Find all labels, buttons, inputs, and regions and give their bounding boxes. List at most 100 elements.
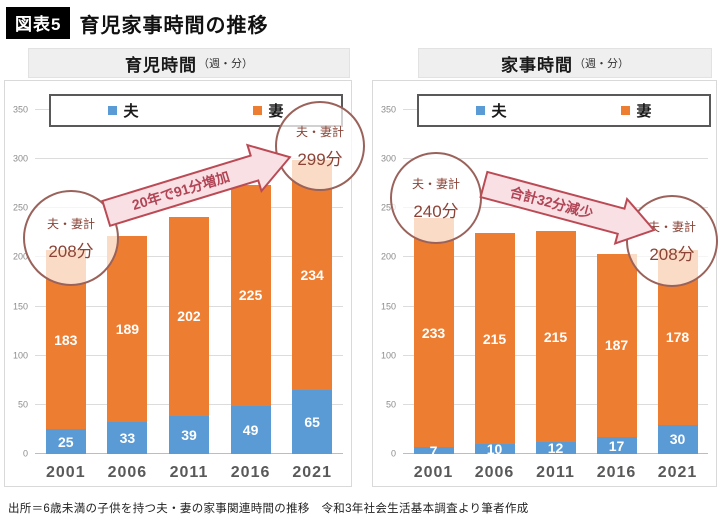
legend-wife-label: 妻 — [268, 103, 284, 120]
circle-label: 夫・妻計 — [411, 176, 460, 191]
x-axis-label-2011: 2011 — [536, 464, 575, 481]
childcare-chart-unit: （週・分） — [198, 58, 253, 70]
stacked-bar-2006: 189 33 — [107, 110, 148, 454]
circle-value: 208分 — [649, 244, 695, 264]
x-axis-label-2006: 2006 — [107, 464, 148, 481]
stacked-bar-2021: 234 65 — [292, 110, 333, 454]
circle-value: 240分 — [413, 201, 459, 221]
y-tick-label-50: 50 — [17, 399, 28, 410]
bar-slot-2021: 234 65 2021 — [281, 110, 343, 481]
legend-item-husband: 夫 — [51, 96, 196, 125]
housework-chart-unit: （週・分） — [574, 58, 629, 70]
bar-slot-2011: 215 12 2011 — [525, 110, 586, 481]
increase-arrow-icon: 20年で91分増加 — [101, 143, 292, 228]
y-tick-label-0: 0 — [390, 448, 396, 459]
y-tick-label-200: 200 — [12, 251, 28, 262]
gridline-300 — [35, 158, 343, 160]
husband-segment-2001: 7 — [413, 444, 454, 457]
y-tick-label-300: 300 — [380, 153, 396, 164]
x-axis-label-2001: 2001 — [46, 464, 86, 481]
childcare-chart-header: 育児時間 （週・分） — [28, 48, 350, 78]
wife-segment-2001: 233 — [413, 218, 454, 448]
y-tick-label-250: 250 — [380, 202, 396, 213]
wife-swatch-icon — [621, 106, 631, 115]
figure-number-tag: 図表5 — [6, 7, 71, 39]
circle-label: 夫・妻計 — [46, 216, 95, 231]
childcare-chart-title: 育児時間 — [125, 55, 197, 75]
y-tick-label-100: 100 — [380, 350, 396, 361]
housework-chart-panel: 夫 妻 0 50 100 150 200 250 300 350 233 7 2001 215 10 20… — [372, 80, 718, 487]
husband-segment-2021: 30 — [657, 424, 698, 454]
source-caption: 出所＝6歳未満の子供を持つ夫・妻の家事関連時間の推移 令和3年社会生活基本調査よ… — [8, 503, 529, 515]
stacked-bar-2016: 225 49 — [230, 110, 271, 454]
y-tick-label-150: 150 — [380, 301, 396, 312]
legend-husband-label: 夫 — [123, 103, 139, 120]
circle-value: 299分 — [297, 149, 343, 169]
housework-chart-header: 家事時間 （週・分） — [418, 48, 712, 78]
wife-segment-2011: 215 — [535, 230, 576, 443]
page-titlebar: 図表5 育児家事時間の推移 — [6, 7, 268, 39]
stacked-bar-2016: 187 17 — [596, 110, 637, 454]
annotation-circle-housework-2001: 夫・妻計 240分 — [390, 152, 482, 244]
bar-slot-2016: 187 17 2016 — [586, 110, 647, 481]
bar-slot-2006: 215 10 2006 — [464, 110, 525, 481]
legend-wife-label: 妻 — [636, 103, 652, 120]
bar-slot-2001: 233 7 2001 — [403, 110, 464, 481]
husband-segment-2016: 49 — [230, 405, 271, 454]
x-axis-label-2021: 2021 — [657, 464, 698, 481]
wife-segment-2011: 202 — [168, 217, 209, 416]
legend-childcare: 夫 妻 — [49, 94, 343, 127]
y-tick-label-350: 350 — [12, 104, 28, 115]
y-tick-label-100: 100 — [12, 350, 28, 361]
x-axis-label-2016: 2016 — [596, 464, 637, 481]
husband-segment-2001: 25 — [45, 429, 86, 454]
stacked-bar-2011: 202 39 — [168, 110, 209, 454]
y-tick-label-0: 0 — [22, 448, 28, 459]
husband-segment-2011: 12 — [535, 441, 576, 455]
x-axis-label-2006: 2006 — [474, 464, 515, 481]
gridline-250 — [35, 207, 343, 209]
y-tick-label-200: 200 — [380, 251, 396, 262]
annotation-circle-housework-2021: 夫・妻計 208分 — [626, 195, 718, 287]
husband-swatch-icon — [476, 106, 486, 115]
x-axis-label-2016: 2016 — [230, 464, 271, 481]
husband-segment-2021: 65 — [292, 390, 333, 454]
husband-segment-2016: 17 — [596, 437, 637, 454]
bar-slot-2016: 225 49 2016 — [220, 110, 282, 481]
stacked-bar-2006: 215 10 — [474, 110, 515, 456]
stacked-bar-2011: 215 12 — [535, 110, 576, 455]
wife-segment-2006: 189 — [107, 235, 148, 422]
x-axis-label-2021: 2021 — [292, 464, 332, 481]
bar-series: 183 25 2001 189 33 2006 202 39 2011 225 49 2016 234 6… — [35, 110, 343, 481]
y-tick-label-50: 50 — [385, 399, 396, 410]
wife-segment-2006: 215 — [474, 232, 515, 445]
childcare-chart-panel: 夫 妻 0 50 100 150 200 250 300 350 183 25 2001 189 33 2… — [4, 80, 365, 487]
housework-chart-title: 家事時間 — [501, 55, 573, 75]
y-tick-label-350: 350 — [380, 104, 396, 115]
x-axis-label-2001: 2001 — [413, 464, 454, 481]
circle-value: 208分 — [48, 241, 94, 261]
legend-housework: 夫 妻 — [417, 94, 711, 127]
stacked-bar-2001: 233 7 — [413, 110, 454, 457]
husband-segment-2006: 10 — [474, 442, 515, 456]
x-axis-label-2011: 2011 — [169, 464, 209, 481]
husband-segment-2011: 39 — [168, 415, 209, 454]
legend-item-husband: 夫 — [419, 96, 564, 125]
legend-husband-label: 夫 — [491, 103, 507, 120]
y-tick-label-250: 250 — [12, 202, 28, 213]
wife-segment-2016: 225 — [230, 184, 271, 406]
husband-segment-2006: 33 — [107, 421, 148, 454]
circle-label: 夫・妻計 — [295, 124, 344, 139]
bar-slot-2011: 202 39 2011 — [158, 110, 220, 481]
bar-slot-2006: 189 33 2006 — [97, 110, 159, 481]
wife-segment-2016: 187 — [596, 253, 637, 438]
annotation-circle-childcare-2021: 夫・妻計 299分 — [275, 101, 365, 191]
legend-item-wife: 妻 — [196, 96, 341, 125]
wife-segment-2021: 234 — [292, 160, 333, 391]
page-title: 育児家事時間の推移 — [79, 14, 269, 37]
circle-label: 夫・妻計 — [647, 219, 696, 234]
y-tick-label-150: 150 — [12, 301, 28, 312]
wife-swatch-icon — [253, 106, 263, 115]
decrease-arrow-icon: 合計32分減少 — [479, 170, 656, 246]
